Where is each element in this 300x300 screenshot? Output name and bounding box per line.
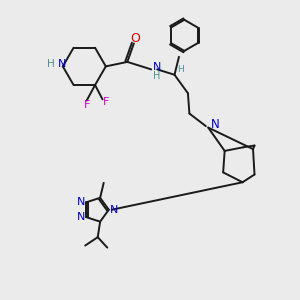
Text: N: N bbox=[153, 62, 161, 72]
Text: H: H bbox=[177, 65, 184, 74]
Text: N: N bbox=[58, 59, 66, 69]
Text: H: H bbox=[153, 71, 160, 81]
Text: O: O bbox=[131, 32, 141, 45]
Text: F: F bbox=[103, 97, 110, 107]
Text: F: F bbox=[83, 100, 90, 110]
Text: N: N bbox=[211, 118, 220, 131]
Text: N: N bbox=[76, 197, 85, 207]
Text: H: H bbox=[47, 59, 54, 69]
Text: N: N bbox=[76, 212, 85, 222]
Text: N: N bbox=[110, 205, 118, 215]
